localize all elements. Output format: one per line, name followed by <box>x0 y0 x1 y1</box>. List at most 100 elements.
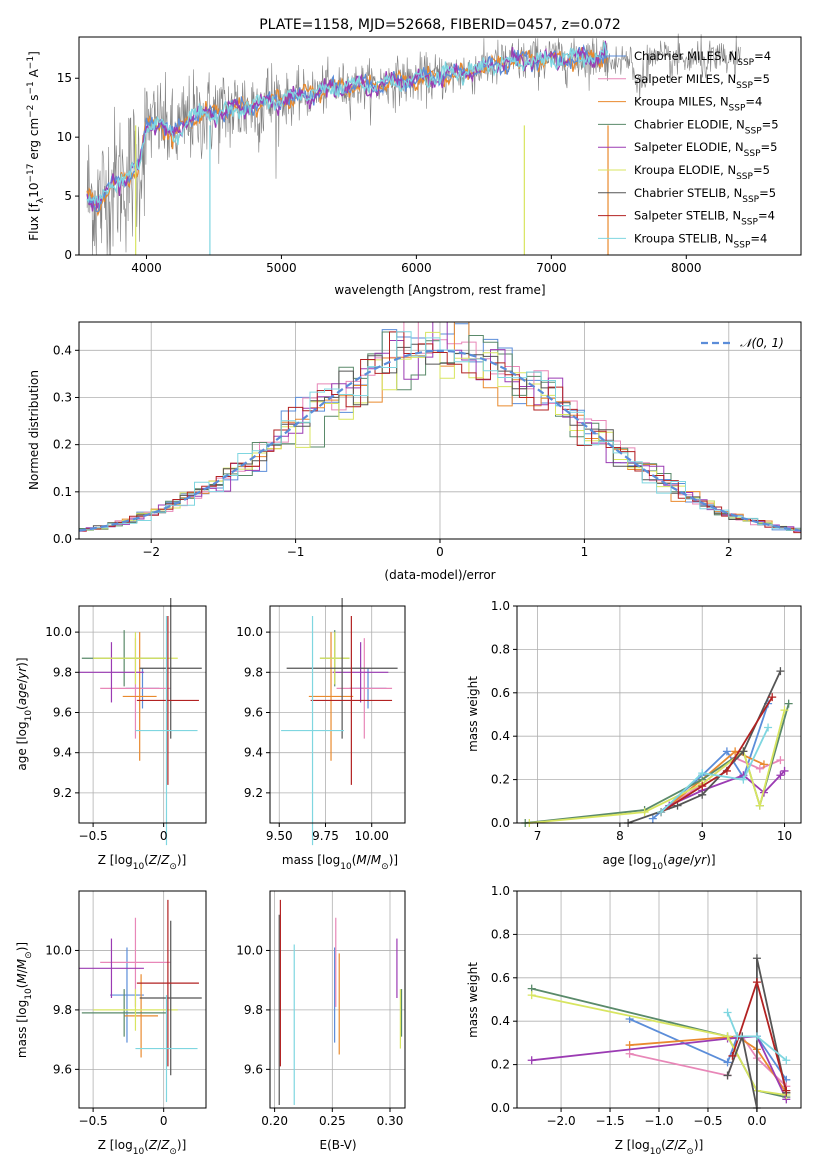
axes-frame <box>78 890 207 1109</box>
data-point <box>752 978 761 987</box>
data-point <box>752 954 761 963</box>
axes-age-vs-mass <box>270 606 405 823</box>
x-axis-label: Z [log10(Z/Z⊙)] <box>98 1138 187 1157</box>
legend-entry: Kroupa MILES, NSSP=4 <box>634 95 762 114</box>
data-point <box>733 1032 742 1041</box>
y-tick-label: 9.8 <box>53 1003 72 1017</box>
x-tick-label: 0.25 <box>319 1114 346 1128</box>
y-tick-label: 9.2 <box>244 786 263 800</box>
histogram-series <box>79 331 801 533</box>
data-point <box>527 991 536 1000</box>
y-axis-label: age [log10(age/yr)] <box>15 657 34 770</box>
x-axis-label: mass [log10(M/M⊙)] <box>282 853 398 872</box>
model-spectrum <box>86 40 608 212</box>
data-point <box>776 667 785 676</box>
y-tick-label: 9.6 <box>53 705 72 719</box>
axes-frame <box>269 890 406 1109</box>
x-tick-label: −1.0 <box>644 1114 673 1128</box>
axes-mass-vs-Z <box>79 891 206 1108</box>
y-tick-label: 0.6 <box>491 686 510 700</box>
data-point <box>731 747 740 756</box>
y-tick-label: 1.0 <box>491 599 510 613</box>
x-tick-label: 8000 <box>671 261 702 275</box>
data-point <box>782 1056 791 1065</box>
y-tick-label: 15 <box>57 71 72 85</box>
data-point <box>752 1032 761 1041</box>
y-axis-label: mass weight <box>466 962 480 1038</box>
x-tick-label: 9 <box>698 829 706 843</box>
x-tick-label: 2 <box>725 545 733 559</box>
y-tick-label: 0.4 <box>491 729 510 743</box>
y-tick-label: 9.6 <box>244 1062 263 1076</box>
x-tick-label: 0 <box>436 545 444 559</box>
series-line <box>660 750 765 813</box>
data-point <box>723 1032 732 1041</box>
y-tick-label: 0.6 <box>491 971 510 985</box>
y-tick-label: 5 <box>64 189 72 203</box>
y-tick-label: 10.0 <box>45 625 72 639</box>
y-tick-label: 9.6 <box>53 1062 72 1076</box>
legend-entry: 𝒩(0, 1) <box>740 336 784 350</box>
y-tick-label: 9.4 <box>53 746 72 760</box>
y-tick-label: 0.4 <box>53 343 72 357</box>
legend-entry: Kroupa ELODIE, NSSP=5 <box>634 163 770 182</box>
x-tick-label: 0.20 <box>261 1114 288 1128</box>
data-point <box>755 764 764 773</box>
x-tick-label: 7000 <box>536 261 567 275</box>
x-tick-label: 7 <box>534 829 542 843</box>
data-point <box>776 756 785 765</box>
legend-entry: Chabrier STELIB, NSSP=5 <box>634 186 776 205</box>
data-point <box>759 760 768 769</box>
observed-spectrum-tail <box>605 33 741 101</box>
data-point <box>722 747 731 756</box>
y-tick-label: 0.1 <box>53 485 72 499</box>
axes-weight-vs-age <box>517 605 801 824</box>
data-point <box>776 771 785 780</box>
y-tick-label: 0.0 <box>491 1101 510 1115</box>
data-point <box>698 790 707 799</box>
x-tick-label: 0 <box>160 829 168 843</box>
data-point <box>784 699 793 708</box>
x-tick-label: 0.0 <box>747 1114 766 1128</box>
legend-entry: Salpeter STELIB, NSSP=4 <box>634 209 775 228</box>
y-axis-label: mass [log10(M/M⊙)] <box>15 942 34 1058</box>
axes-frame <box>269 605 406 824</box>
series-line <box>529 709 786 824</box>
data-point <box>723 1071 732 1080</box>
x-tick-label: 0 <box>160 1114 168 1128</box>
y-tick-label: 0.0 <box>491 816 510 830</box>
series-line <box>531 994 787 1096</box>
y-tick-label: 1.0 <box>491 884 510 898</box>
series-line <box>660 727 769 813</box>
x-tick-label: 0.30 <box>377 1114 404 1128</box>
y-tick-label: 10.0 <box>236 943 263 957</box>
data-point <box>640 808 649 817</box>
series-line <box>652 703 769 820</box>
data-point <box>673 801 682 810</box>
x-tick-label: 4000 <box>131 261 162 275</box>
y-tick-label: 9.4 <box>244 746 263 760</box>
axes-frame <box>78 605 207 824</box>
data-point <box>739 747 748 756</box>
x-tick-label: 9.75 <box>312 829 339 843</box>
axes-weight-vs-Z <box>517 890 801 1109</box>
chart-title: PLATE=1158, MJD=52668, FIBERID=0457, z=0… <box>259 17 621 33</box>
axes-age-vs-Z <box>79 606 206 823</box>
y-tick-label: 9.8 <box>244 665 263 679</box>
data-point <box>782 1086 791 1095</box>
y-tick-label: 9.6 <box>244 705 263 719</box>
x-tick-label: −0.5 <box>79 1114 108 1128</box>
x-axis-label: age [log10(age/yr)] <box>602 853 715 872</box>
x-tick-label: 5000 <box>266 261 297 275</box>
y-tick-label: 10.0 <box>236 625 263 639</box>
x-axis-label: wavelength [Angstrom, rest frame] <box>334 283 545 297</box>
x-tick-label: −0.5 <box>693 1114 722 1128</box>
axes-mass-vs-ebv <box>270 891 405 1108</box>
y-tick-label: 0.2 <box>491 1058 510 1072</box>
data-point <box>657 808 666 817</box>
y-axis-label: mass weight <box>466 676 480 752</box>
x-axis-label: E(B-V) <box>319 1138 356 1152</box>
y-tick-label: 10.0 <box>45 943 72 957</box>
data-point <box>698 782 707 791</box>
